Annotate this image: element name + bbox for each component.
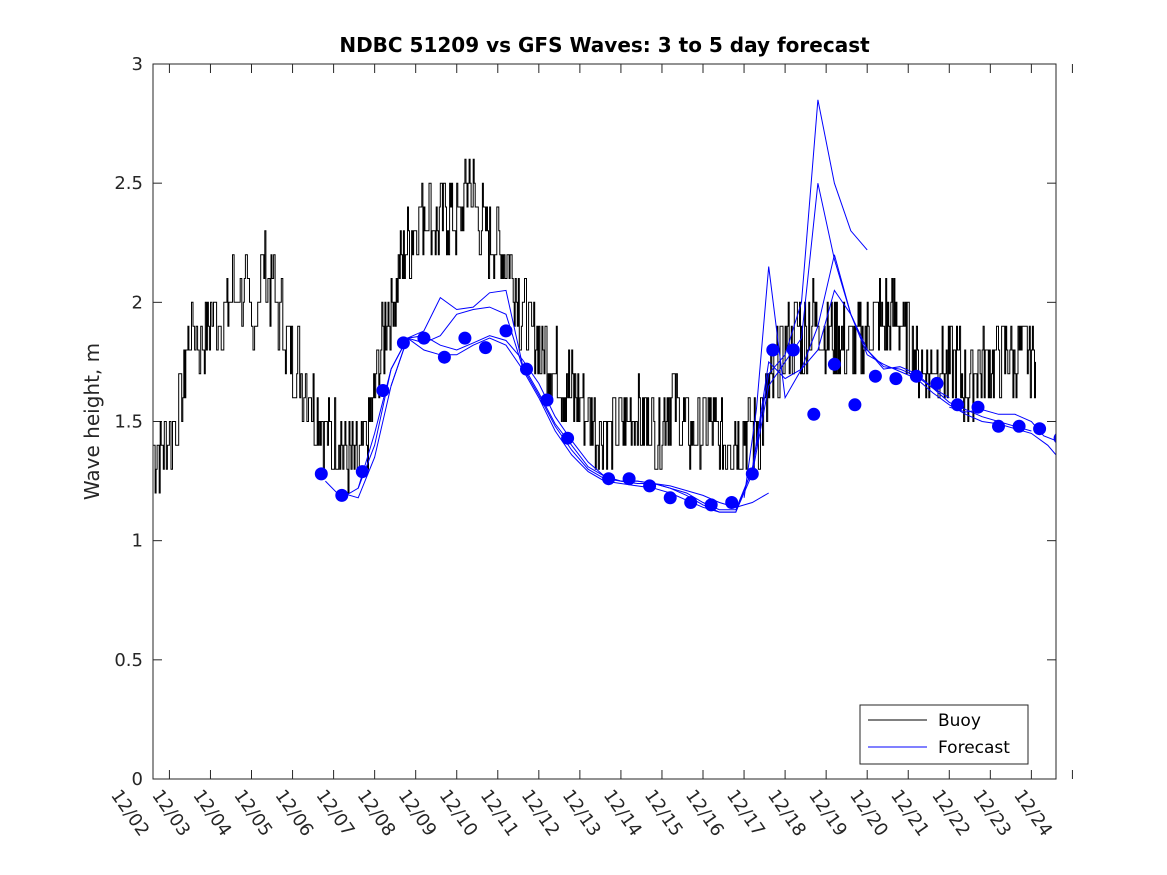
y-tick-label: 1.5 <box>114 412 143 433</box>
y-tick-label: 0.5 <box>114 650 143 671</box>
forecast-point <box>848 398 862 412</box>
forecast-point <box>479 341 492 355</box>
y-tick-label: 2.5 <box>114 173 143 194</box>
forecast-point <box>663 491 677 505</box>
forecast-point <box>930 376 944 390</box>
forecast-point <box>868 369 882 383</box>
forecast-run-line-5 <box>743 254 1056 498</box>
buoy-series-line <box>153 158 1036 494</box>
forecast-point <box>725 496 739 509</box>
forecast-point <box>417 331 431 345</box>
chart-title: NDBC 51209 vs GFS Waves: 3 to 5 day fore… <box>339 33 870 57</box>
forecast-point <box>314 467 328 481</box>
forecast-point <box>807 407 821 421</box>
forecast-point <box>376 384 390 397</box>
y-tick-label: 2 <box>132 292 143 313</box>
forecast-point <box>1012 419 1026 433</box>
forecast-point <box>1033 422 1047 436</box>
forecast-point <box>396 336 410 350</box>
forecast-point <box>684 496 698 509</box>
forecast-point <box>643 479 657 493</box>
axes-box <box>152 63 1057 780</box>
forecast-point <box>745 467 759 481</box>
y-tick-label: 1 <box>132 531 143 552</box>
forecast-point <box>335 488 349 502</box>
forecast-point <box>437 350 451 364</box>
legend-box <box>859 704 1029 765</box>
series-layer <box>153 99 1056 513</box>
forecast-point <box>540 393 554 407</box>
forecast-point <box>827 357 841 371</box>
forecast-point <box>355 465 369 479</box>
forecast-point <box>520 362 533 376</box>
forecast-point <box>909 369 923 383</box>
forecast-point <box>766 343 780 357</box>
y-axis-ticks: 0 0.5 1 1.5 2 2.5 3 <box>114 54 1056 790</box>
forecast-point <box>602 472 616 486</box>
forecast-point <box>971 400 985 414</box>
forecast-point <box>951 398 964 412</box>
forecast-point <box>992 419 1005 433</box>
forecast-point <box>1053 433 1056 444</box>
legend-buoy-label: Buoy <box>938 711 981 731</box>
legend: Buoy Forecast <box>859 704 1029 765</box>
legend-forecast-label: Forecast <box>938 738 1010 758</box>
forecast-point <box>499 324 513 338</box>
forecast-point <box>786 343 800 357</box>
y-tick-label: 0 <box>132 769 143 790</box>
forecast-point <box>704 498 718 512</box>
forecast-point <box>458 331 472 345</box>
forecast-point <box>561 431 575 445</box>
y-axis-label: Wave height, m <box>80 343 104 500</box>
y-tick-label: 3 <box>132 54 143 75</box>
forecast-point <box>889 372 903 386</box>
forecast-point <box>622 472 636 486</box>
